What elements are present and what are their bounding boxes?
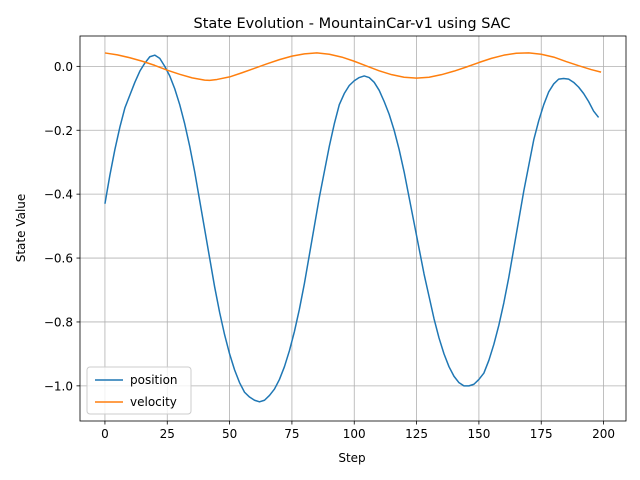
legend-label-position: position xyxy=(130,373,178,387)
chart-title: State Evolution - MountainCar-v1 using S… xyxy=(194,16,511,32)
x-tick-label: 100 xyxy=(343,427,366,441)
x-tick-label: 150 xyxy=(467,427,490,441)
y-tick-label: −0.6 xyxy=(44,252,73,266)
x-axis-ticks: 0 25 50 75 100 125 150 175 200 xyxy=(101,421,615,441)
legend-label-velocity: velocity xyxy=(130,395,177,409)
y-tick-label: −0.4 xyxy=(44,188,73,202)
x-tick-label: 200 xyxy=(592,427,615,441)
x-tick-label: 25 xyxy=(160,427,175,441)
grid xyxy=(80,36,626,421)
y-axis-label: State Value xyxy=(14,194,28,263)
plot-area xyxy=(104,52,602,403)
y-axis-ticks: 0.0 −0.2 −0.4 −0.6 −0.8 −1.0 xyxy=(44,60,80,393)
x-tick-label: 0 xyxy=(101,427,109,441)
x-axis-label: Step xyxy=(338,451,365,465)
series-line-velocity xyxy=(104,52,602,82)
y-tick-label: −1.0 xyxy=(44,379,73,393)
y-tick-label: −0.2 xyxy=(44,124,73,138)
x-tick-label: 125 xyxy=(405,427,428,441)
legend: position velocity xyxy=(86,366,192,415)
x-tick-label: 75 xyxy=(284,427,299,441)
y-tick-label: −0.8 xyxy=(44,315,73,329)
series-line-position xyxy=(104,54,600,403)
plot-frame xyxy=(79,35,627,422)
x-tick-label: 50 xyxy=(222,427,237,441)
x-tick-label: 175 xyxy=(530,427,553,441)
y-tick-label: 0.0 xyxy=(54,60,73,74)
